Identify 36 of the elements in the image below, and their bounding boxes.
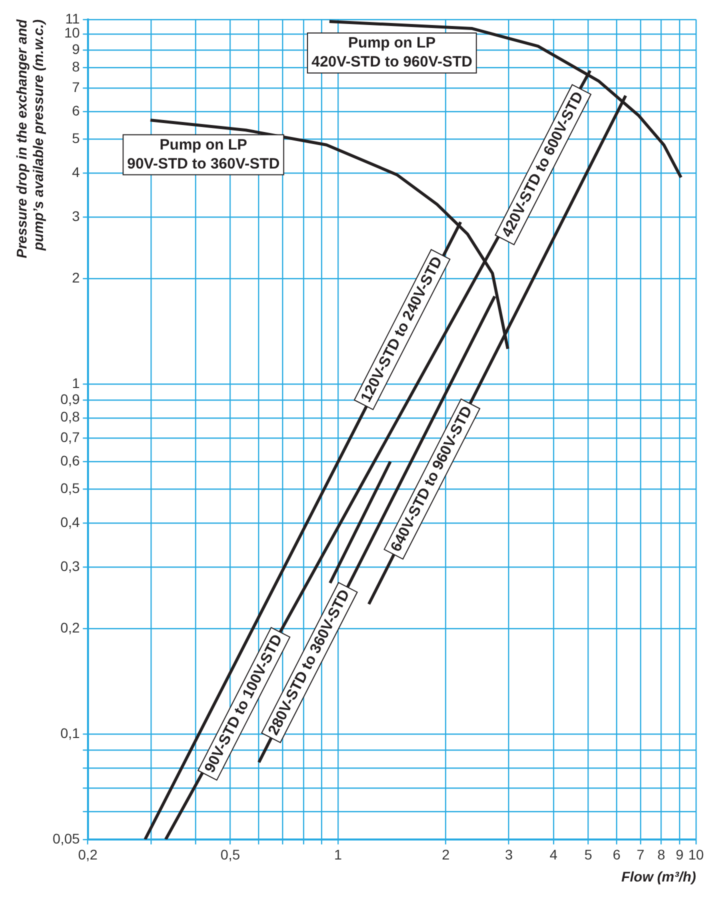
y-tick-label: 2 bbox=[72, 269, 80, 286]
annotation: Pump on LP 90V-STD to 360V-STD bbox=[127, 136, 280, 172]
y-tick-label: 0,6 bbox=[60, 452, 80, 468]
y-tick-label: 3 bbox=[72, 208, 80, 224]
y-tick-label: 4 bbox=[72, 164, 80, 180]
y-tick-label: 0,5 bbox=[60, 480, 80, 496]
annotation: Pump on LP 420V-STD to 960V-STD bbox=[311, 34, 473, 71]
y-tick-label: 0,8 bbox=[60, 408, 80, 425]
y-tick-label: 5 bbox=[72, 130, 80, 146]
y-tick-label: 1 bbox=[72, 374, 80, 391]
x-tick-label: 1 bbox=[334, 846, 342, 863]
y-tick-label: 9 bbox=[72, 40, 80, 57]
x-tick-label: 2 bbox=[442, 846, 450, 863]
x-tick-label: 8 bbox=[657, 846, 666, 863]
x-tick-label: 4 bbox=[550, 846, 558, 863]
x-tick-label: 0,5 bbox=[220, 846, 240, 863]
y-tick-label: 0,7 bbox=[60, 429, 80, 446]
x-tick-label: 9 bbox=[676, 846, 684, 863]
x-tick-label: 5 bbox=[584, 846, 592, 863]
y-tick-label: 0,1 bbox=[60, 724, 80, 741]
x-axis-title: Flow (m³/h) bbox=[621, 868, 696, 884]
y-tick-label: 6 bbox=[72, 102, 80, 118]
y-tick-label: 0,9 bbox=[60, 390, 80, 407]
y-tick-label: 0,3 bbox=[60, 558, 80, 574]
y-tick-label: 0,05 bbox=[52, 830, 80, 846]
y-tick-label: 0,4 bbox=[60, 514, 80, 530]
y-tick-label: 7 bbox=[72, 78, 80, 95]
x-tick-label: 7 bbox=[636, 846, 645, 863]
x-tick-label: 3 bbox=[504, 846, 513, 863]
x-tick-label: 10 bbox=[688, 846, 704, 863]
y-tick-label: 0,2 bbox=[60, 620, 80, 636]
y-tick-label: 11 bbox=[65, 10, 80, 26]
x-tick-label: 6 bbox=[612, 846, 621, 863]
y-tick-label: 8 bbox=[72, 58, 80, 75]
y-tick-label: 10 bbox=[64, 24, 80, 41]
y-axis-title: Pressure drop in the exchanger and pump’s available pressure (m.w.c.) bbox=[13, 18, 46, 258]
